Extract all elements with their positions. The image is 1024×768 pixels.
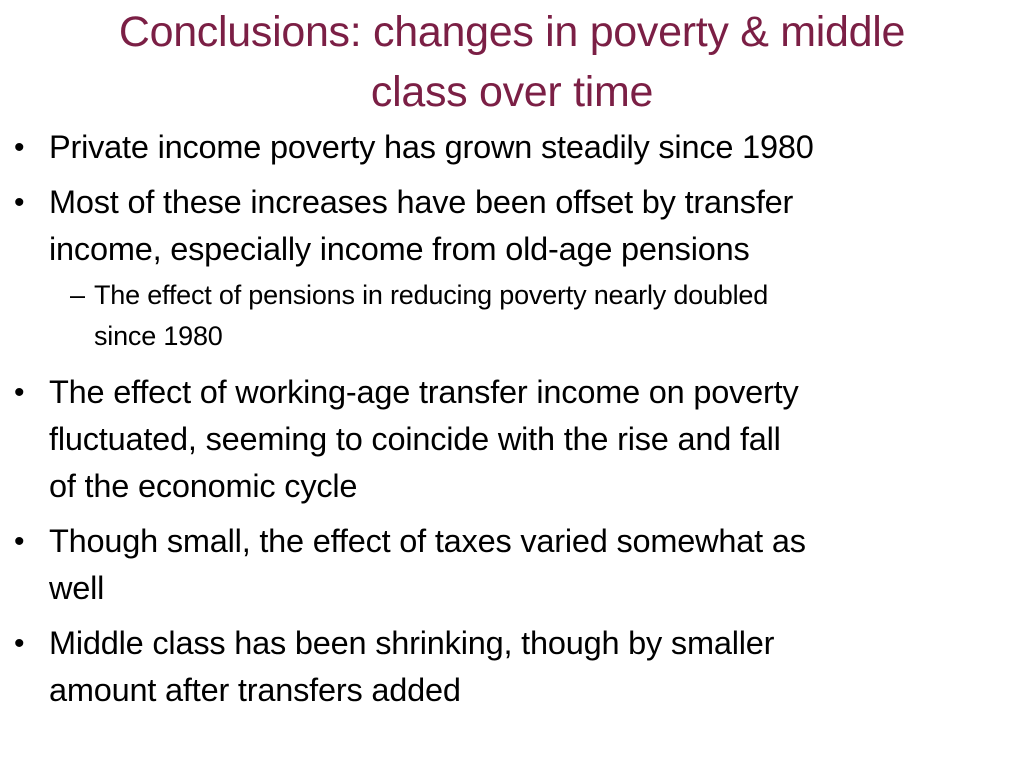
sub-bullet-item: – The effect of pensions in reducing pov…	[14, 275, 1014, 357]
bullet-item: • The effect of working-age transfer inc…	[14, 369, 1014, 510]
bullet-item: • Most of these increases have been offs…	[14, 179, 1014, 273]
bullet-item: • Middle class has been shrinking, thoug…	[14, 620, 1014, 714]
bullet-marker: •	[14, 376, 25, 409]
bullet-marker: •	[14, 131, 25, 164]
bullet-text: fluctuated, seeming to coincide with the…	[49, 421, 781, 457]
slide-title: Conclusions: changes in poverty & middle…	[20, 2, 1004, 122]
slide-title-line: class over time	[370, 68, 654, 116]
bullet-text: of the economic cycle	[49, 468, 358, 504]
bullet-marker: •	[14, 525, 25, 558]
bullet-marker: •	[14, 627, 25, 660]
bullet-text: Though small, the effect of taxes varied…	[49, 523, 806, 559]
bullet-text: Private income poverty has grown steadil…	[49, 129, 814, 165]
bullet-text: income, especially income from old-age p…	[49, 231, 750, 267]
bullet-item: • Though small, the effect of taxes vari…	[14, 518, 1014, 612]
bullet-item: • Private income poverty has grown stead…	[14, 124, 1014, 171]
bullet-text: The effect of working-age transfer incom…	[49, 374, 799, 410]
slide-title-line: Conclusions: changes in poverty & middle	[118, 8, 906, 56]
bullet-text: amount after transfers added	[49, 672, 461, 708]
bullet-text: Middle class has been shrinking, though …	[49, 625, 775, 661]
sub-bullet-text: The effect of pensions in reducing pover…	[94, 280, 769, 310]
sub-bullet-text: since 1980	[94, 321, 223, 351]
bullet-list: • Private income poverty has grown stead…	[14, 124, 1014, 722]
sub-bullet-marker: –	[70, 280, 85, 310]
bullet-text: Most of these increases have been offset…	[49, 184, 794, 220]
bullet-marker: •	[14, 186, 25, 219]
bullet-text: well	[49, 570, 105, 606]
